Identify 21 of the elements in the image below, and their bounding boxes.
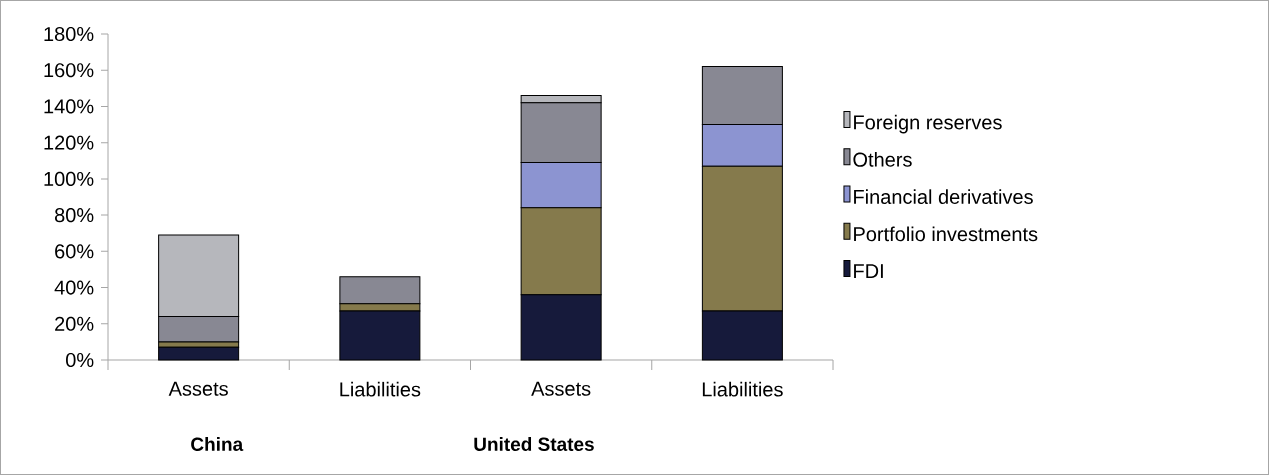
y-tick-label: 180% — [44, 26, 94, 42]
text: United States — [474, 437, 594, 451]
text: China — [191, 437, 244, 451]
x-tick-label: Liabilities — [340, 381, 421, 397]
y-tick-label: 140% — [44, 99, 94, 114]
legend-label: Portfolio investments — [854, 226, 1038, 242]
x-tick-label: Liabilities — [702, 381, 783, 397]
y-tick-label: 60% — [55, 244, 94, 259]
legend-label: Foreign reserves — [854, 114, 1002, 134]
x-tick-label: Assets — [531, 381, 591, 396]
legend-label: Financial derivatives — [854, 189, 1033, 204]
y-tick-label: 20% — [55, 316, 94, 331]
y-tick-label: 0% — [66, 352, 94, 368]
x-tick-label: Assets — [168, 381, 228, 396]
legend-label: FDI — [854, 264, 883, 278]
legend-label: Others — [853, 152, 912, 167]
y-tick-label: 160% — [44, 63, 94, 78]
y-tick-label: 80% — [54, 208, 94, 223]
y-tick-label: 100% — [44, 171, 94, 186]
y-tick-label: 120% — [44, 135, 94, 150]
y-tick-label: 40% — [54, 280, 94, 295]
